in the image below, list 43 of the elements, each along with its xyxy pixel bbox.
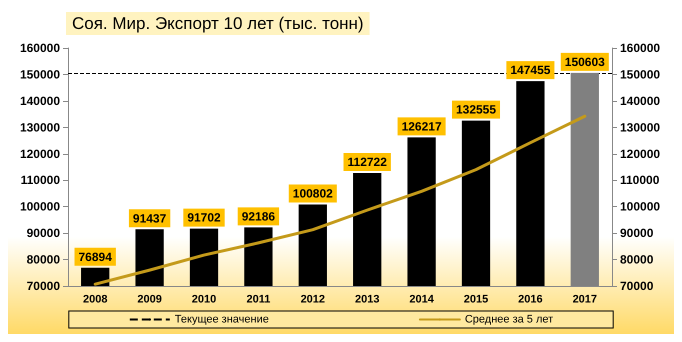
data-label: 126217 (402, 119, 442, 134)
data-label: 100802 (292, 186, 334, 201)
chart-title: Соя. Мир. Экспорт 10 лет (тыс. тонн) (72, 14, 364, 33)
x-tick-label: 2017 (572, 294, 598, 306)
legend-label: Среднее за 5 лет (464, 314, 554, 326)
y-tick-label: 160000 (20, 41, 60, 55)
x-tick-label: 2010 (192, 294, 216, 306)
y-tick-label: 150000 (20, 67, 60, 82)
y2-tick-label: 130000 (620, 120, 660, 134)
data-label: 132555 (456, 102, 496, 117)
y-tick-label: 140000 (20, 94, 60, 108)
y-tick-label: 120000 (20, 146, 60, 161)
y2-tick-label: 70000 (620, 279, 654, 293)
data-label: 76894 (78, 250, 112, 264)
data-label: 91437 (132, 211, 167, 226)
y-tick-label: 80000 (26, 252, 60, 267)
x-tick-label: 2011 (246, 294, 270, 306)
x-tick-label: 2015 (464, 294, 488, 306)
y-tick-label: 70000 (26, 279, 60, 293)
x-tick-label: 2012 (300, 294, 326, 306)
legend-label: Текущее значение (174, 314, 269, 326)
y2-tick-label: 90000 (620, 226, 654, 240)
y2-tick-label: 80000 (620, 252, 654, 267)
data-label: 112722 (348, 155, 388, 170)
data-label: 147455 (510, 63, 551, 78)
data-label: 92186 (242, 209, 276, 224)
y-tick-label: 90000 (26, 226, 60, 240)
x-tick-label: 2013 (354, 294, 380, 306)
x-tick-label: 2008 (82, 294, 108, 306)
y2-tick-label: 140000 (620, 94, 660, 108)
y2-tick-label: 110000 (620, 173, 660, 188)
y-tick-label: 110000 (20, 173, 60, 188)
y-tick-label: 130000 (20, 120, 60, 134)
y2-tick-label: 160000 (620, 41, 660, 55)
data-label: 91702 (187, 210, 222, 225)
data-label: 150603 (564, 54, 606, 69)
x-tick-label: 2016 (518, 294, 543, 306)
y2-tick-label: 150000 (620, 67, 660, 82)
y2-tick-label: 100000 (620, 200, 660, 214)
x-tick-label: 2009 (137, 294, 162, 306)
x-tick-label: 2014 (409, 294, 435, 306)
y-tick-label: 100000 (20, 200, 60, 214)
y2-tick-label: 120000 (620, 146, 660, 161)
